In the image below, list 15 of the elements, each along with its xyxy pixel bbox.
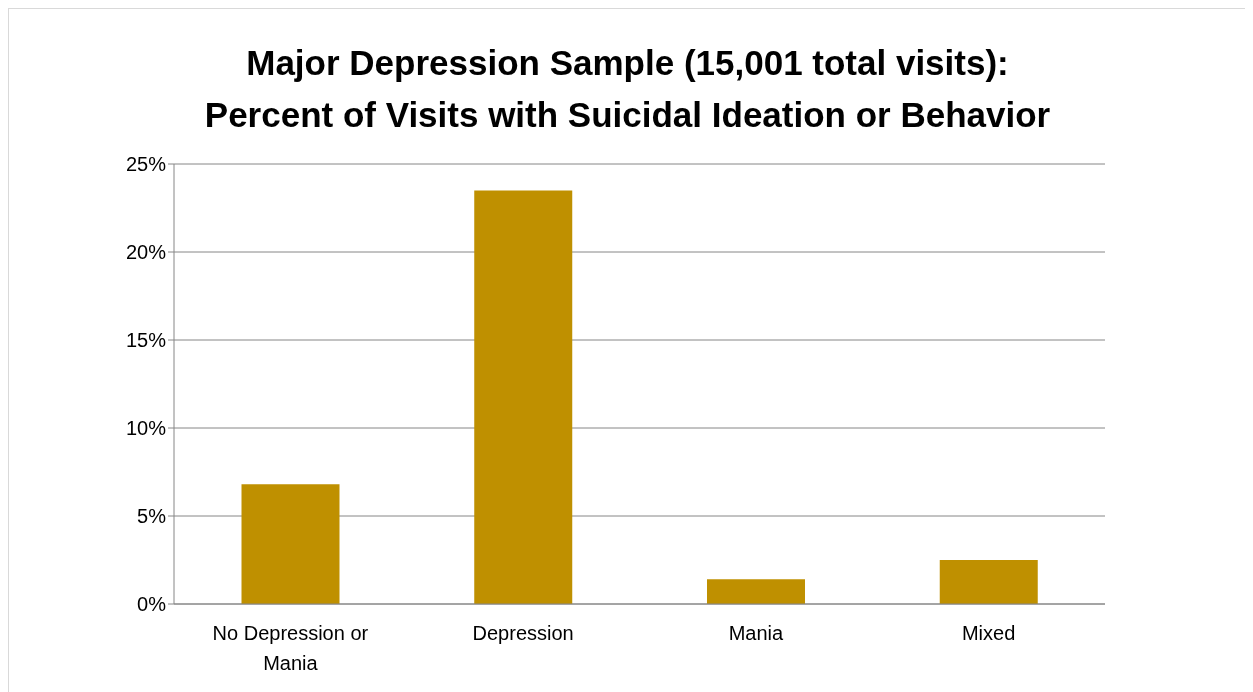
- y-tick-label: 15%: [125, 329, 167, 352]
- bar: [474, 190, 573, 604]
- x-tick-label: No Depression or Mania: [212, 622, 369, 674]
- x-tick-label: Mixed: [961, 622, 1016, 644]
- chart-title: Major Depression Sample (15,001 total visits): Percent of Visits with Suicidal Ideation or Behavior: [203, 42, 1052, 136]
- bar: [707, 579, 805, 604]
- bar: [939, 560, 1038, 604]
- y-tick-label: 0%: [137, 593, 167, 616]
- y-tick-label: 20%: [125, 241, 167, 264]
- x-tick-label: Mania: [728, 622, 784, 644]
- y-tick-label: 25%: [125, 153, 167, 176]
- bar: [241, 484, 340, 604]
- x-tick-label: Depression: [472, 622, 574, 644]
- y-tick-label: 10%: [125, 417, 167, 440]
- y-tick-label: 5%: [137, 505, 167, 528]
